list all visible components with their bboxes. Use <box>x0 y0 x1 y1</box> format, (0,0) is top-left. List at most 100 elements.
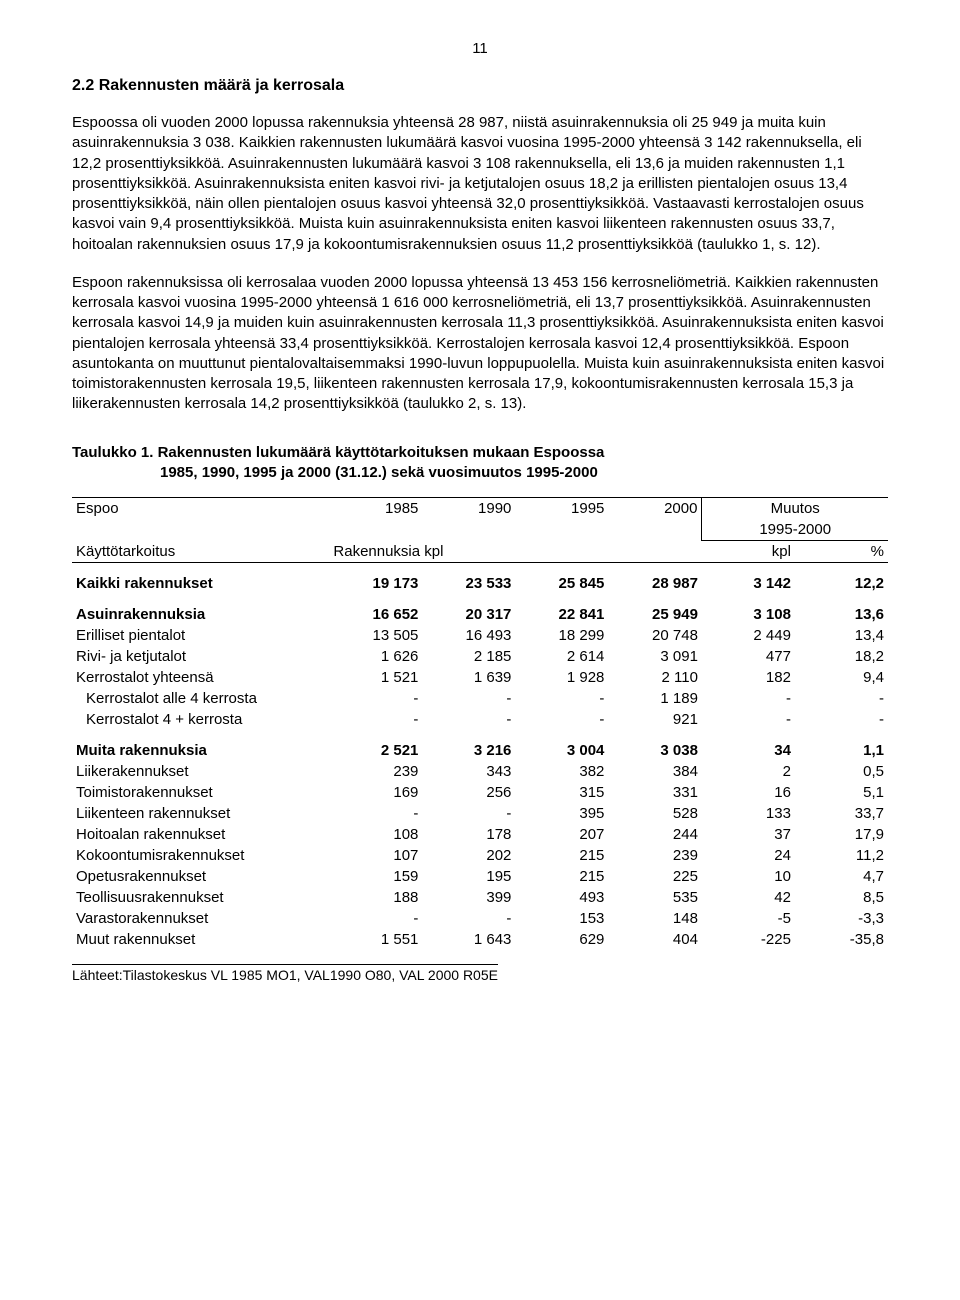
row-teoll: Teollisuusrakennukset 188 399 493 535 42… <box>72 887 888 908</box>
cell: 3 004 <box>515 730 608 761</box>
cell: 23 533 <box>422 563 515 595</box>
row-kerros-a4: Kerrostalot alle 4 kerrosta - - - 1 189 … <box>72 688 888 709</box>
cell: 3 216 <box>422 730 515 761</box>
cell: 2 521 <box>329 730 422 761</box>
hdr-muutos: Muutos <box>702 498 888 520</box>
cell: - <box>422 709 515 730</box>
cell-label: Kokoontumisrakennukset <box>72 845 329 866</box>
hdr-1990: 1990 <box>422 498 515 520</box>
hdr-2000: 2000 <box>608 498 702 520</box>
cell: 1 551 <box>329 929 422 950</box>
cell: 8,5 <box>795 887 888 908</box>
cell: 3 108 <box>702 594 795 625</box>
cell: 22 841 <box>515 594 608 625</box>
cell: 2 <box>702 761 795 782</box>
cell: 1 189 <box>608 688 702 709</box>
cell: 169 <box>329 782 422 803</box>
cell: - <box>702 709 795 730</box>
cell: 404 <box>608 929 702 950</box>
row-kerros-4p: Kerrostalot 4 + kerrosta - - - 921 - - <box>72 709 888 730</box>
row-muita: Muita rakennuksia 2 521 3 216 3 004 3 03… <box>72 730 888 761</box>
cell: 13,6 <box>795 594 888 625</box>
row-varasto: Varastorakennukset - - 153 148 -5 -3,3 <box>72 908 888 929</box>
cell: 9,4 <box>795 667 888 688</box>
cell: 0,5 <box>795 761 888 782</box>
cell: 148 <box>608 908 702 929</box>
cell: -3,3 <box>795 908 888 929</box>
cell: - <box>515 688 608 709</box>
cell: 3 091 <box>608 646 702 667</box>
cell: 188 <box>329 887 422 908</box>
cell: 5,1 <box>795 782 888 803</box>
cell: 384 <box>608 761 702 782</box>
row-rivi: Rivi- ja ketjutalot 1 626 2 185 2 614 3 … <box>72 646 888 667</box>
cell: 182 <box>702 667 795 688</box>
cell: 159 <box>329 866 422 887</box>
cell: 4,7 <box>795 866 888 887</box>
cell: 2 449 <box>702 625 795 646</box>
cell: 37 <box>702 824 795 845</box>
cell: 1,1 <box>795 730 888 761</box>
paragraph-1: Espoossa oli vuoden 2000 lopussa rakennu… <box>72 113 888 255</box>
cell: 2 110 <box>608 667 702 688</box>
cell: 477 <box>702 646 795 667</box>
row-liike: Liikerakennukset 239 343 382 384 2 0,5 <box>72 761 888 782</box>
cell-label: Opetusrakennukset <box>72 866 329 887</box>
cell-label: Asuinrakennuksia <box>72 594 329 625</box>
cell: 225 <box>608 866 702 887</box>
hdr-espoo: Espoo <box>72 498 329 520</box>
cell-label: Toimistorakennukset <box>72 782 329 803</box>
cell: 207 <box>515 824 608 845</box>
table-header-row-2: 1995-2000 <box>72 519 888 541</box>
cell: 28 987 <box>608 563 702 595</box>
cell: 331 <box>608 782 702 803</box>
cell: 20 748 <box>608 625 702 646</box>
cell-label: Hoitoalan rakennukset <box>72 824 329 845</box>
cell: 17,9 <box>795 824 888 845</box>
cell: 2 185 <box>422 646 515 667</box>
cell: 153 <box>515 908 608 929</box>
cell: 315 <box>515 782 608 803</box>
cell-label: Rivi- ja ketjutalot <box>72 646 329 667</box>
row-kerros-yht: Kerrostalot yhteensä 1 521 1 639 1 928 2… <box>72 667 888 688</box>
row-muut: Muut rakennukset 1 551 1 643 629 404 -22… <box>72 929 888 950</box>
cell: 10 <box>702 866 795 887</box>
cell: - <box>702 688 795 709</box>
cell-label: Kerrostalot alle 4 kerrosta <box>72 688 329 709</box>
source-note: Lähteet:Tilastokeskus VL 1985 MO1, VAL19… <box>72 964 498 983</box>
page-number: 11 <box>72 40 888 57</box>
hdr-1995: 1995 <box>515 498 608 520</box>
cell: 343 <box>422 761 515 782</box>
cell-label: Kerrostalot yhteensä <box>72 667 329 688</box>
hdr-rak-kpl: Rakennuksia kpl <box>329 541 515 563</box>
cell: 42 <box>702 887 795 908</box>
hdr-kaytto: Käyttötarkoitus <box>72 541 329 563</box>
table-header-row-1: Espoo 1985 1990 1995 2000 Muutos <box>72 498 888 520</box>
cell: 1 639 <box>422 667 515 688</box>
row-kokoont: Kokoontumisrakennukset 107 202 215 239 2… <box>72 845 888 866</box>
cell: - <box>329 908 422 929</box>
table-title-line2: 1985, 1990, 1995 ja 2000 (31.12.) sekä v… <box>160 464 598 481</box>
cell: - <box>422 908 515 929</box>
hdr-kpl: kpl <box>702 541 795 563</box>
cell: 1 521 <box>329 667 422 688</box>
table-title: Taulukko 1. Rakennusten lukumäärä käyttö… <box>72 443 888 484</box>
cell-label: Teollisuusrakennukset <box>72 887 329 908</box>
cell: 239 <box>608 845 702 866</box>
cell: - <box>515 709 608 730</box>
section-heading: 2.2 Rakennusten määrä ja kerrosala <box>72 77 888 95</box>
cell: 16 <box>702 782 795 803</box>
cell: 195 <box>422 866 515 887</box>
document-page: 11 2.2 Rakennusten määrä ja kerrosala Es… <box>0 0 960 1025</box>
hdr-pct: % <box>795 541 888 563</box>
data-table: Espoo 1985 1990 1995 2000 Muutos 1995-20… <box>72 497 888 950</box>
table-title-line1: Taulukko 1. Rakennusten lukumäärä käyttö… <box>72 444 604 461</box>
cell-label: Varastorakennukset <box>72 908 329 929</box>
cell-label: Liikerakennukset <box>72 761 329 782</box>
cell: 535 <box>608 887 702 908</box>
table-header-row-3: Käyttötarkoitus Rakennuksia kpl kpl % <box>72 541 888 563</box>
cell: 629 <box>515 929 608 950</box>
cell: 3 142 <box>702 563 795 595</box>
cell: 11,2 <box>795 845 888 866</box>
cell: 13,4 <box>795 625 888 646</box>
